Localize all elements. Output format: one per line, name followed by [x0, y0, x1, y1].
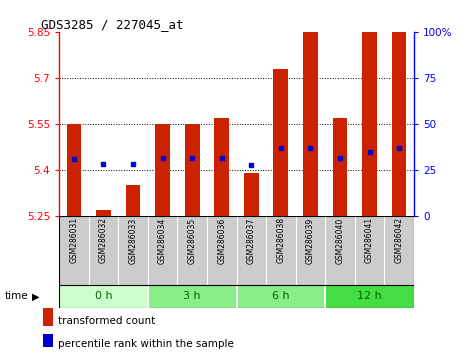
Text: GSM286042: GSM286042	[394, 217, 403, 263]
Text: GSM286032: GSM286032	[99, 217, 108, 263]
Text: time: time	[5, 291, 28, 302]
Bar	[273, 69, 288, 216]
Bar	[67, 124, 81, 216]
Bar	[244, 173, 259, 216]
Text: GSM286035: GSM286035	[188, 217, 197, 264]
Text: 0 h: 0 h	[95, 291, 112, 302]
Bar	[59, 285, 148, 308]
Text: GSM286039: GSM286039	[306, 217, 315, 264]
Bar	[126, 185, 140, 216]
Text: 12 h: 12 h	[357, 291, 382, 302]
Bar	[43, 307, 53, 326]
Bar	[96, 210, 111, 216]
Bar	[214, 118, 229, 216]
Text: GSM286041: GSM286041	[365, 217, 374, 263]
Text: 3 h: 3 h	[184, 291, 201, 302]
Bar	[362, 32, 377, 216]
Bar	[185, 124, 200, 216]
Bar	[325, 285, 414, 308]
Bar	[303, 32, 318, 216]
Bar	[155, 124, 170, 216]
Text: ▶: ▶	[32, 291, 40, 302]
Text: GSM286038: GSM286038	[276, 217, 285, 263]
Text: GSM286034: GSM286034	[158, 217, 167, 264]
Text: GDS3285 / 227045_at: GDS3285 / 227045_at	[42, 18, 184, 31]
Text: GSM286033: GSM286033	[129, 217, 138, 264]
Bar	[392, 32, 406, 216]
Text: GSM286037: GSM286037	[247, 217, 256, 264]
Text: GSM286040: GSM286040	[335, 217, 344, 264]
Text: GSM286036: GSM286036	[217, 217, 226, 264]
Bar	[148, 285, 236, 308]
Text: 6 h: 6 h	[272, 291, 289, 302]
Text: percentile rank within the sample: percentile rank within the sample	[58, 339, 234, 349]
Text: transformed count: transformed count	[58, 316, 155, 326]
Bar	[333, 118, 347, 216]
Text: GSM286031: GSM286031	[70, 217, 79, 263]
Bar	[43, 334, 53, 347]
Bar	[236, 285, 325, 308]
